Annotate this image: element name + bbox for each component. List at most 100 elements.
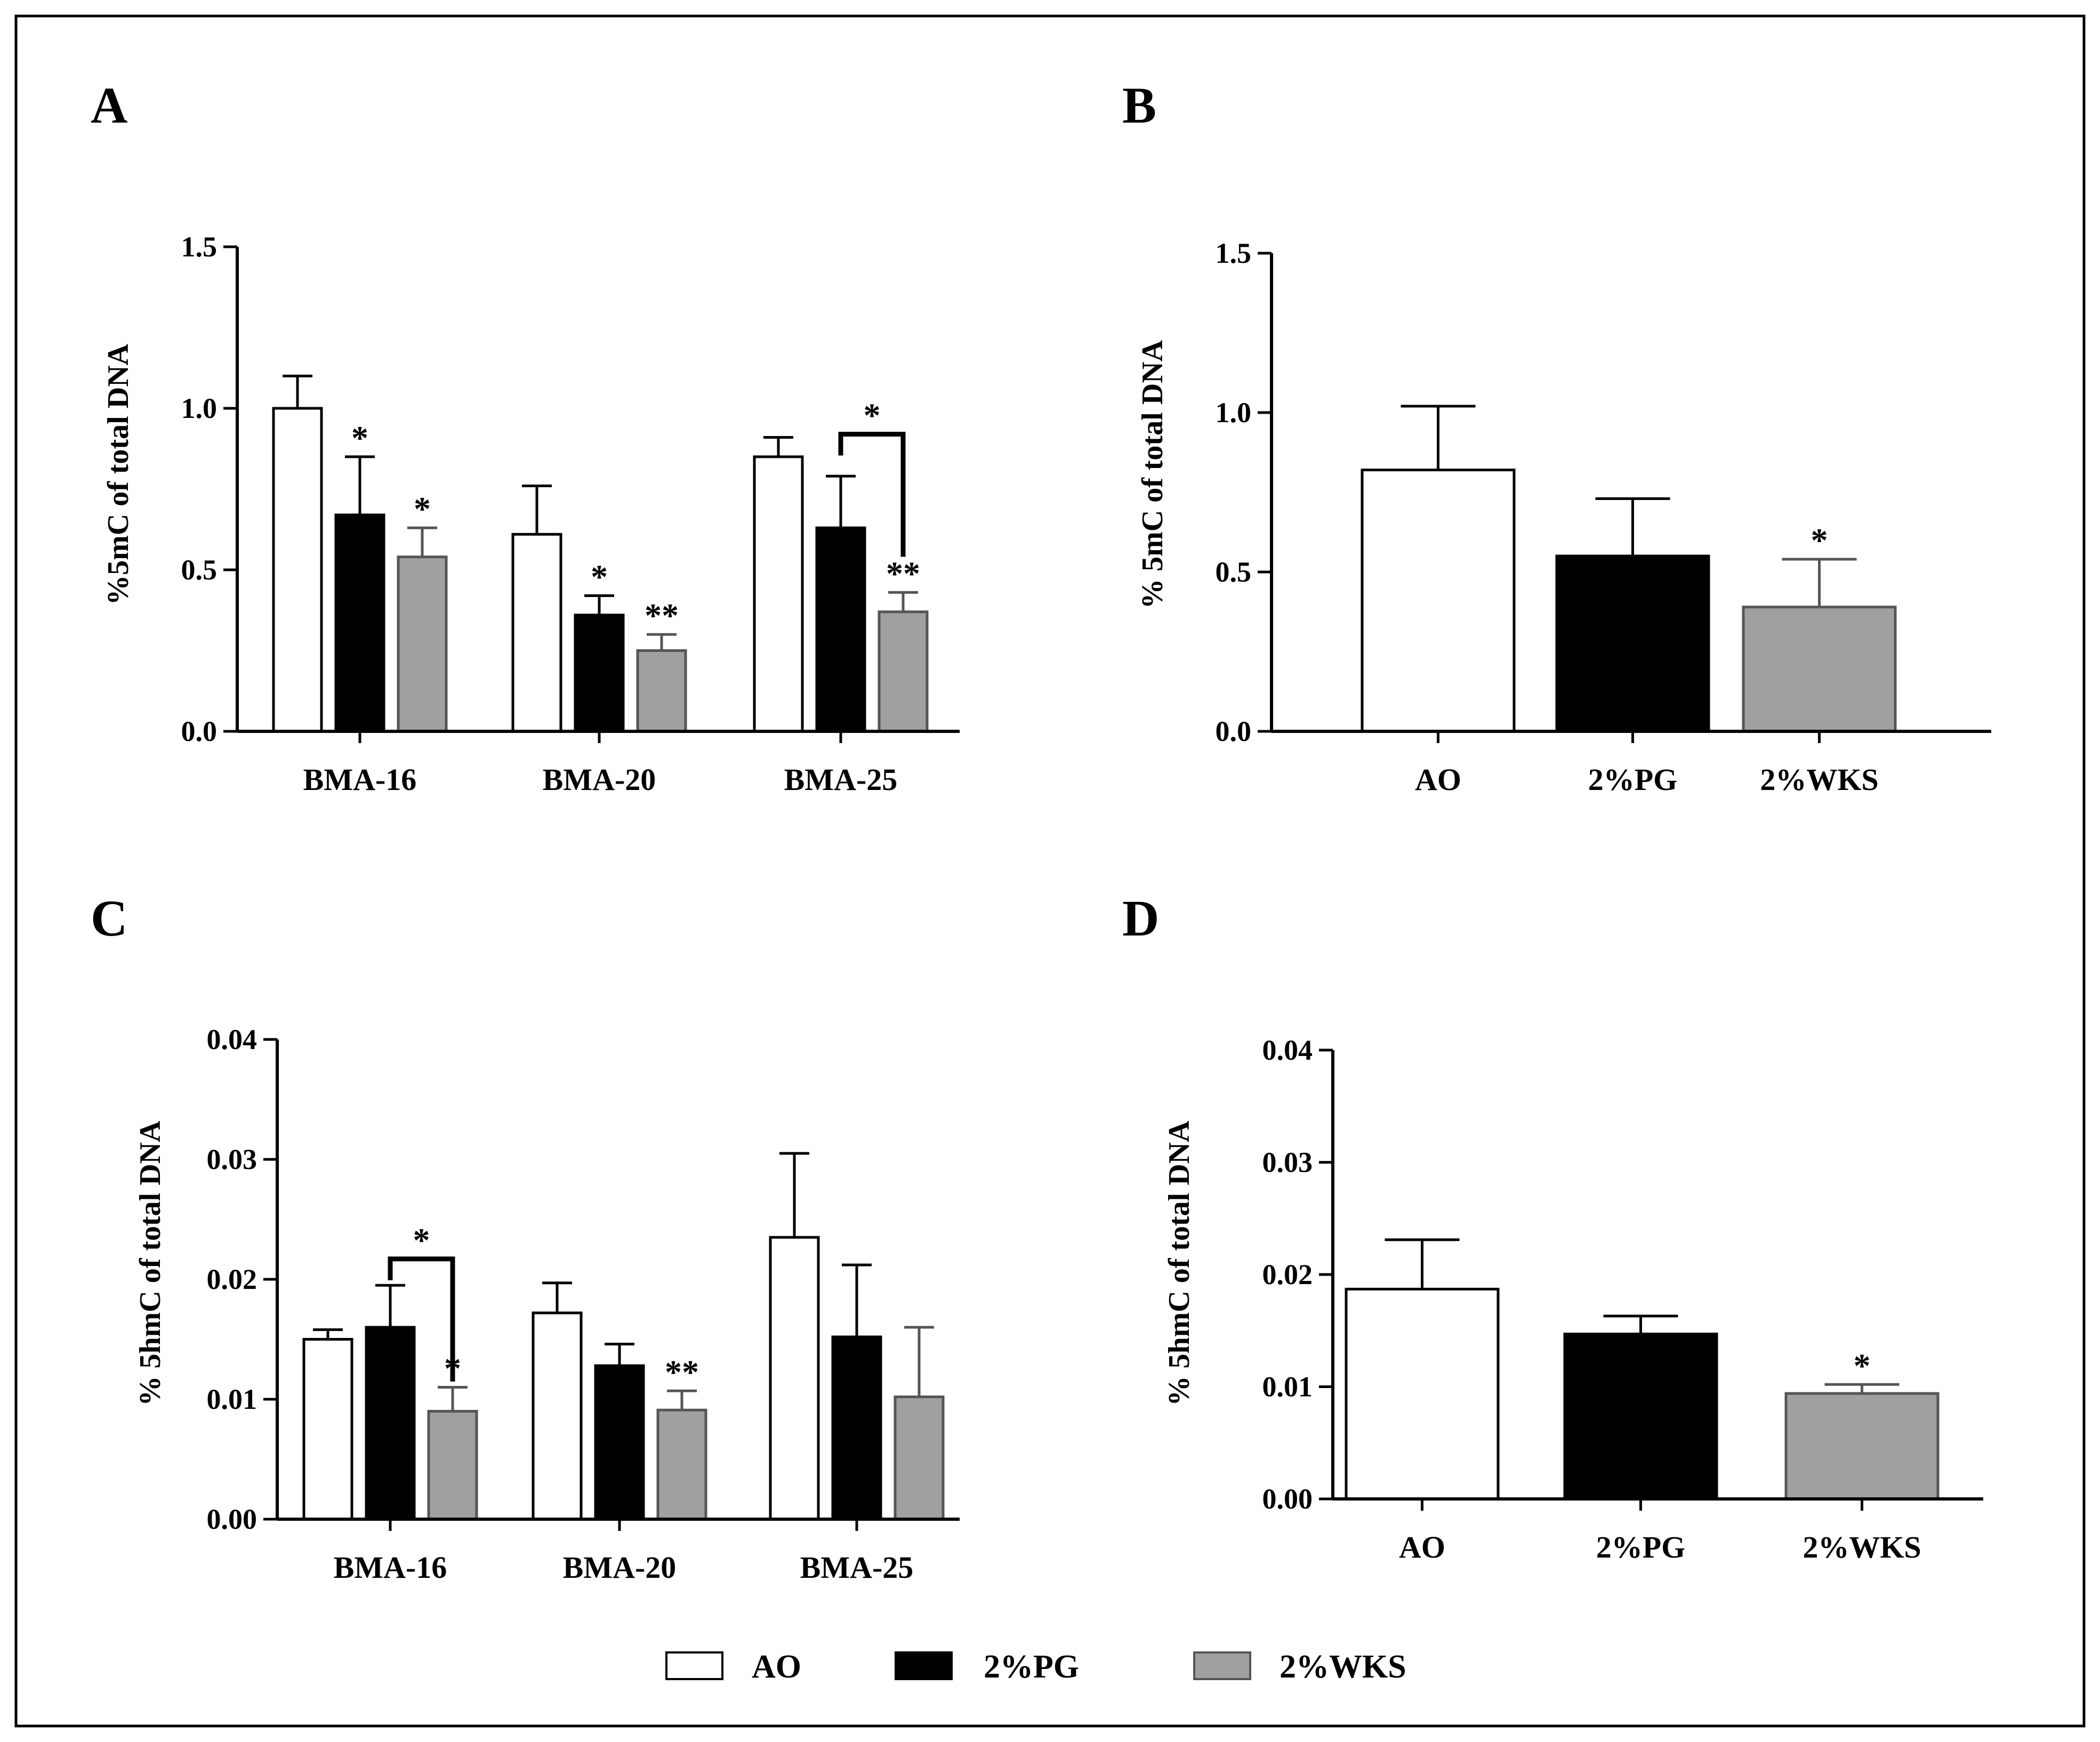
panel-b-y-tick-label: 0.5 <box>1216 556 1252 588</box>
panel-d-x-tick-label: 2%PG <box>1596 1530 1686 1564</box>
figure-border <box>14 14 2086 1728</box>
panel-a-2pctpg-1-errorbar <box>584 594 614 615</box>
panel-d-2pctwks-bar <box>1784 1392 1940 1501</box>
panel-a-2pctpg-1-bar <box>574 614 625 733</box>
panel-d-x-tick-label: AO <box>1399 1530 1445 1564</box>
panel-a-2pctwks-0-bar <box>397 555 448 733</box>
panel-b-2pctpg-errorbar <box>1595 497 1670 557</box>
panel-c-2pctpg-0-errorbar <box>375 1284 405 1327</box>
panel-c-letter: C <box>91 890 127 947</box>
panel-d-y-tick-label: 0.02 <box>1262 1259 1313 1291</box>
panel-b-y-tick-label: 1.5 <box>1216 237 1252 269</box>
panel-a-2pctwks-2-errorbar <box>888 591 918 612</box>
legend-swatch-wks <box>1193 1651 1251 1680</box>
panel-d-y-tick-label: 0.00 <box>1262 1483 1313 1515</box>
panel-a-ao-2-errorbar <box>763 436 793 457</box>
panel-d-ao-bar <box>1345 1287 1500 1501</box>
panel-a-y-tick-label: 1.5 <box>181 231 218 263</box>
panel-b-x-tick-label: AO <box>1415 762 1461 797</box>
panel-d-2pctwks-errorbar <box>1824 1383 1900 1394</box>
panel-a-ao-0-bar <box>272 407 323 733</box>
panel-a-letter: A <box>91 77 127 134</box>
panel-a-ao-1-bar <box>511 533 562 733</box>
panel-a-x-tick-label: BMA-16 <box>303 762 417 797</box>
panel-d-ylabel: % 5hmC of total DNA <box>1163 1120 1196 1406</box>
panel-c-2pctwks-2-bar <box>894 1396 945 1521</box>
panel-a-2pctpg-2-errorbar <box>826 474 856 528</box>
panel-c: C % 5hmC of total DNA * **BMA-16 BMA-20 BMA… <box>91 890 960 1585</box>
panel-c-ao-2-bar <box>769 1236 820 1521</box>
legend: AO 2%PG 2%WKS <box>665 1649 1406 1685</box>
panel-a-2pctwks-2-significance: ** <box>886 554 920 592</box>
panel-d-x-tick-label: 2%WKS <box>1803 1530 1921 1564</box>
panel-a-2pctwks-1-significance: ** <box>645 596 679 634</box>
legend-swatch-pg <box>895 1651 953 1680</box>
panel-a-y-tick-label: 0.5 <box>181 554 218 586</box>
panel-a-2pctpg-0-errorbar <box>345 455 375 515</box>
panel-a-2pctwks-0-significance: * <box>414 490 431 528</box>
legend-label-wks: 2%WKS <box>1280 1649 1406 1685</box>
panel-a-2pctwks-1-errorbar <box>647 633 677 651</box>
panel-a-2pctwks-1-bar <box>636 649 687 733</box>
panel-c-y-tick-label: 0.03 <box>207 1143 258 1175</box>
panel-c-ao-1-bar <box>532 1311 583 1521</box>
panel-d-2pctwks-significance: * <box>1854 1346 1871 1384</box>
panel-a-2pctwks-0-errorbar <box>407 526 437 557</box>
panel-d-y-tick-label: 0.01 <box>1262 1371 1313 1403</box>
panel-c-2pctwks-0-bar <box>427 1410 478 1521</box>
panel-a-2pctwks-2-bar <box>878 610 929 733</box>
panel-c-x-tick-label: BMA-16 <box>334 1550 447 1585</box>
panel-c-ylabel: % 5hmC of total DNA <box>134 1120 167 1406</box>
panel-a: A %5mC of total DNA *******BMA-16 BMA-20 B… <box>91 77 960 797</box>
panel-c-2pctwks-1-bar <box>656 1408 707 1521</box>
panel-d-y-tick-label: 0.04 <box>1262 1034 1313 1066</box>
legend-label-ao: AO <box>752 1649 801 1685</box>
panel-b-letter: B <box>1122 77 1156 134</box>
panel-c-x-tick-label: BMA-20 <box>563 1550 677 1585</box>
panel-c-2pctpg-2-bar <box>831 1335 882 1521</box>
panel-d-letter: D <box>1122 890 1159 947</box>
panel-a-x-tick-label: BMA-25 <box>784 762 898 797</box>
panel-c-2pctpg-1-bar <box>594 1364 645 1521</box>
panel-c-2pctwks-1-errorbar <box>667 1389 697 1410</box>
panel-c-2pctwks-2-errorbar <box>904 1326 934 1397</box>
panel-b: B % 5mC of total DNA AO 2%PG * 2%WKS 0.0 0.5 1… <box>1122 77 1991 797</box>
panel-c-y-tick-label: 0.00 <box>207 1503 258 1535</box>
panel-c-y-tick-label: 0.04 <box>207 1023 258 1055</box>
panel-b-2pctpg-bar <box>1555 554 1710 733</box>
panel-b-x-tick-label: 2%WKS <box>1760 762 1878 797</box>
panel-c-y-tick-label: 0.01 <box>207 1383 258 1415</box>
panel-a-bracket: * <box>838 396 906 557</box>
panel-a-2pctpg-0-bar <box>334 513 385 733</box>
legend-label-pg: 2%PG <box>984 1649 1079 1685</box>
panel-a-ylabel: %5mC of total DNA <box>102 343 135 604</box>
panel-c-ao-2-errorbar <box>779 1152 809 1238</box>
panel-b-2pctwks-significance: * <box>1811 521 1828 559</box>
panel-c-ao-0-errorbar <box>313 1328 343 1340</box>
panel-b-ylabel: % 5mC of total DNA <box>1136 340 1169 608</box>
panel-b-x-tick-label: 2%PG <box>1588 762 1678 797</box>
panel-a-bracket-label: * <box>864 396 881 434</box>
panel-c-ao-0-bar <box>302 1338 353 1521</box>
panel-c-2pctpg-1-errorbar <box>605 1343 634 1366</box>
panel-c-2pctwks-1-significance: ** <box>665 1353 699 1391</box>
panel-b-2pctwks-errorbar <box>1782 558 1857 607</box>
legend-swatch-ao <box>665 1651 723 1680</box>
panel-a-y-tick-label: 1.0 <box>181 392 218 424</box>
panel-c-2pctwks-0-errorbar <box>438 1386 468 1412</box>
panel-b-ao-errorbar <box>1401 405 1476 470</box>
panel-b-ao-bar <box>1361 469 1516 733</box>
panel-a-bracket-line <box>838 431 906 557</box>
panel-c-2pctpg-2-errorbar <box>842 1263 872 1337</box>
panel-b-y-tick-label: 0.0 <box>1216 715 1252 747</box>
panel-a-ao-0-errorbar <box>283 374 312 408</box>
panel-c-bracket-line <box>388 1256 455 1382</box>
panel-a-x-tick-label: BMA-20 <box>543 762 656 797</box>
panel-b-y-tick-label: 1.0 <box>1216 397 1252 429</box>
panel-a-2pctpg-1-significance: * <box>591 558 608 595</box>
panel-d-y-tick-label: 0.03 <box>1262 1147 1313 1179</box>
panel-c-ao-1-errorbar <box>542 1281 572 1313</box>
panel-a-y-tick-label: 0.0 <box>181 715 218 747</box>
panel-d-ao-errorbar <box>1385 1238 1460 1289</box>
